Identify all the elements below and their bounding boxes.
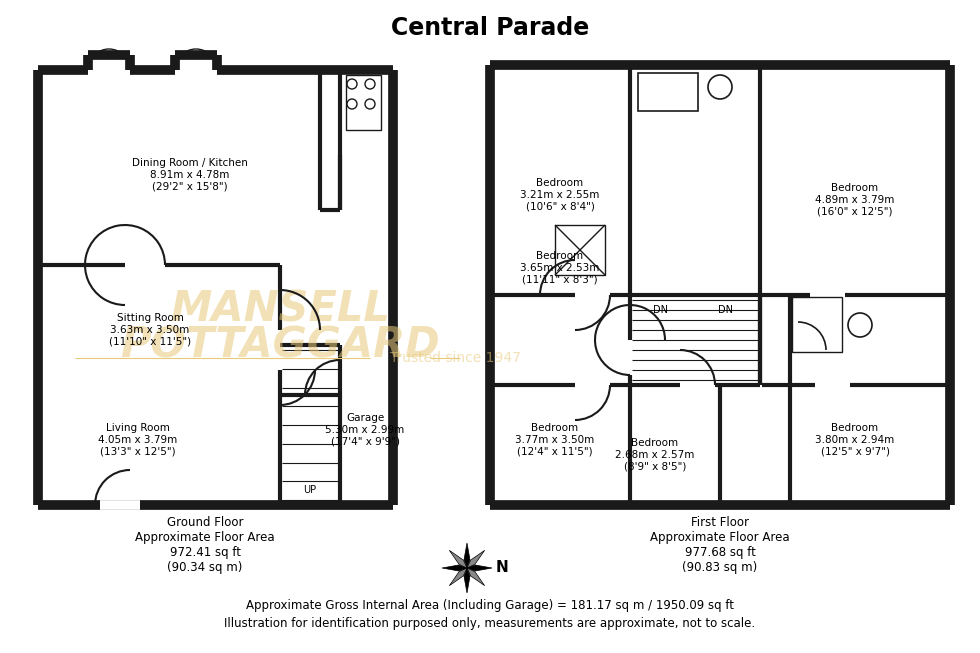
Bar — [638, 73, 698, 111]
Bar — [490, 65, 950, 505]
Text: POTTAGGARD: POTTAGGARD — [121, 324, 440, 366]
Text: Garage
5.30m x 2.99m
(17'4" x 9'9"): Garage 5.30m x 2.99m (17'4" x 9'9") — [325, 413, 405, 447]
Polygon shape — [467, 565, 492, 571]
Text: Central Parade: Central Parade — [391, 16, 589, 40]
Text: DN: DN — [653, 305, 667, 315]
Text: MANSELL: MANSELL — [171, 289, 390, 331]
Polygon shape — [467, 550, 485, 568]
Bar — [792, 297, 842, 352]
Text: Living Room
4.05m x 3.79m
(13'3" x 12'5"): Living Room 4.05m x 3.79m (13'3" x 12'5"… — [98, 423, 177, 456]
Text: Bedroom
3.80m x 2.94m
(12'5" x 9'7"): Bedroom 3.80m x 2.94m (12'5" x 9'7") — [815, 423, 895, 456]
Text: N: N — [496, 560, 509, 575]
Bar — [555, 225, 605, 275]
Text: Bedroom
3.77m x 3.50m
(12'4" x 11'5"): Bedroom 3.77m x 3.50m (12'4" x 11'5") — [515, 423, 595, 456]
Text: Bedroom
4.89m x 3.79m
(16'0" x 12'5"): Bedroom 4.89m x 3.79m (16'0" x 12'5") — [815, 183, 895, 217]
Polygon shape — [442, 565, 467, 571]
Text: Approximate Gross Internal Area (Including Garage) = 181.17 sq m / 1950.09 sq ft: Approximate Gross Internal Area (Includi… — [246, 599, 734, 613]
Text: Bedroom
3.65m x 2.53m
(11'11" x 8'3"): Bedroom 3.65m x 2.53m (11'11" x 8'3") — [520, 251, 600, 285]
Bar — [346, 75, 381, 130]
Polygon shape — [464, 568, 470, 593]
Polygon shape — [464, 543, 470, 568]
Text: Bedroom
2.68m x 2.57m
(8'9" x 8'5"): Bedroom 2.68m x 2.57m (8'9" x 8'5") — [615, 438, 695, 471]
Text: First Floor
Approximate Floor Area
977.68 sq ft
(90.83 sq m): First Floor Approximate Floor Area 977.6… — [650, 516, 790, 574]
Bar — [38, 70, 393, 505]
Polygon shape — [449, 568, 467, 586]
Polygon shape — [449, 550, 467, 568]
Text: Bedroom
3.21m x 2.55m
(10'6" x 8'4"): Bedroom 3.21m x 2.55m (10'6" x 8'4") — [520, 178, 600, 212]
Text: Illustration for identification purposed only, measurements are approximate, not: Illustration for identification purposed… — [224, 618, 756, 631]
Polygon shape — [467, 568, 485, 586]
Text: UP: UP — [304, 485, 317, 495]
Text: Ground Floor
Approximate Floor Area
972.41 sq ft
(90.34 sq m): Ground Floor Approximate Floor Area 972.… — [135, 516, 274, 574]
Text: Dining Room / Kitchen
8.91m x 4.78m
(29'2" x 15'8"): Dining Room / Kitchen 8.91m x 4.78m (29'… — [132, 159, 248, 191]
Text: Sitting Room
3.63m x 3.50m
(11'10" x 11'5"): Sitting Room 3.63m x 3.50m (11'10" x 11'… — [109, 313, 191, 347]
Text: Trusted since 1947: Trusted since 1947 — [390, 351, 521, 365]
Text: DN: DN — [717, 305, 732, 315]
